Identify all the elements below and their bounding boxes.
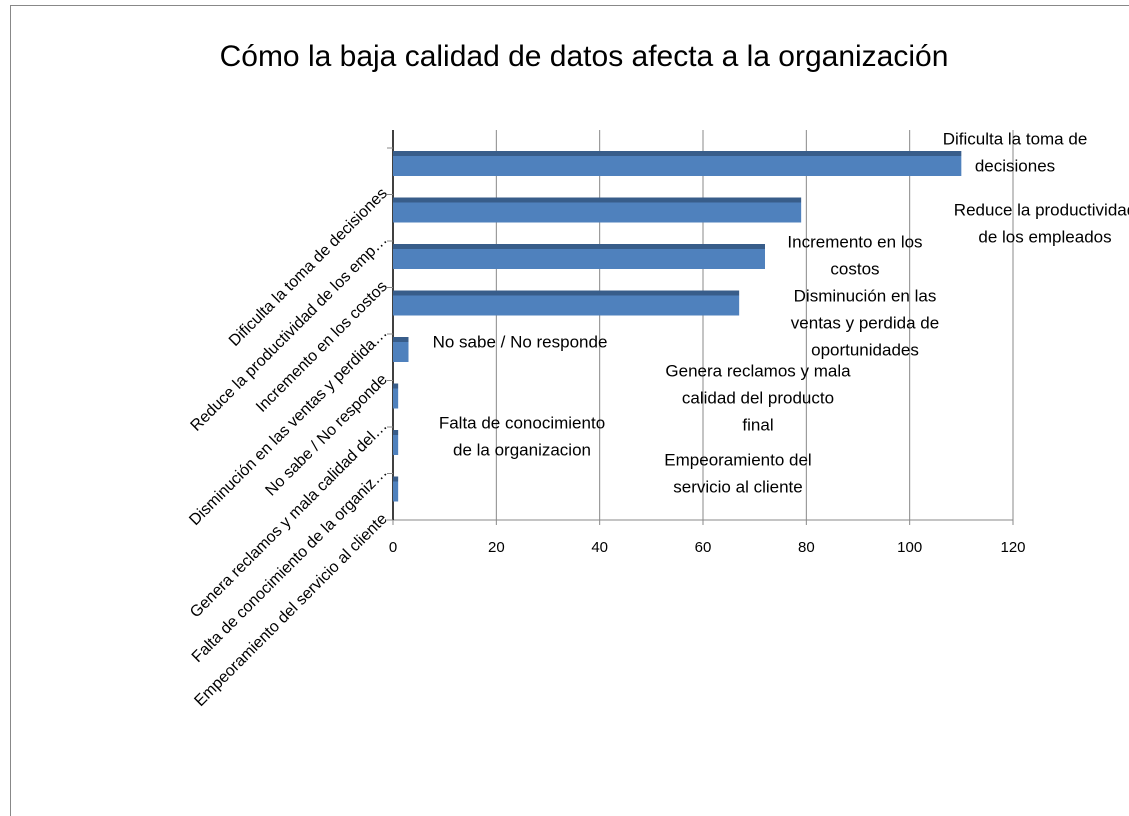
x-tick-label: 40: [591, 539, 608, 556]
bar: [393, 244, 765, 269]
data-label: ventas y perdida de: [791, 313, 939, 332]
bar: [393, 290, 740, 316]
data-label: Disminución en las: [794, 286, 937, 305]
x-tick-label: 100: [897, 539, 922, 556]
data-label: Reduce la productividad: [954, 200, 1129, 219]
x-tick-label: 80: [798, 539, 815, 556]
data-label: costos: [830, 259, 879, 278]
x-tick-label: 0: [389, 539, 397, 556]
data-label: final: [742, 415, 773, 434]
bar: [393, 197, 802, 223]
bar: [393, 430, 399, 455]
data-label: Dificulta la toma de: [943, 129, 1088, 148]
bar: [393, 476, 399, 502]
data-label: calidad del producto: [682, 388, 834, 407]
data-label: de la organizacion: [453, 440, 591, 459]
bar: [393, 151, 962, 176]
data-label: oportunidades: [811, 340, 919, 359]
bar: [393, 383, 399, 409]
data-label: Genera reclamos y mala: [665, 361, 851, 380]
data-label: de los empleados: [978, 227, 1111, 246]
x-tick-label: 60: [695, 539, 712, 556]
chart-title: Cómo la baja calidad de datos afecta a l…: [220, 40, 949, 73]
bar: [393, 337, 409, 362]
x-tick-label: 20: [488, 539, 505, 556]
chart-frame: [10, 5, 1129, 816]
data-label: Falta de conocimiento: [439, 413, 605, 432]
data-label: servicio al cliente: [673, 477, 802, 496]
x-tick-label: 120: [1000, 539, 1025, 556]
data-label: Empeoramiento del: [664, 450, 811, 469]
data-label: No sabe / No responde: [433, 332, 608, 351]
data-label: decisiones: [975, 156, 1055, 175]
data-label: Incremento en los: [787, 232, 922, 251]
